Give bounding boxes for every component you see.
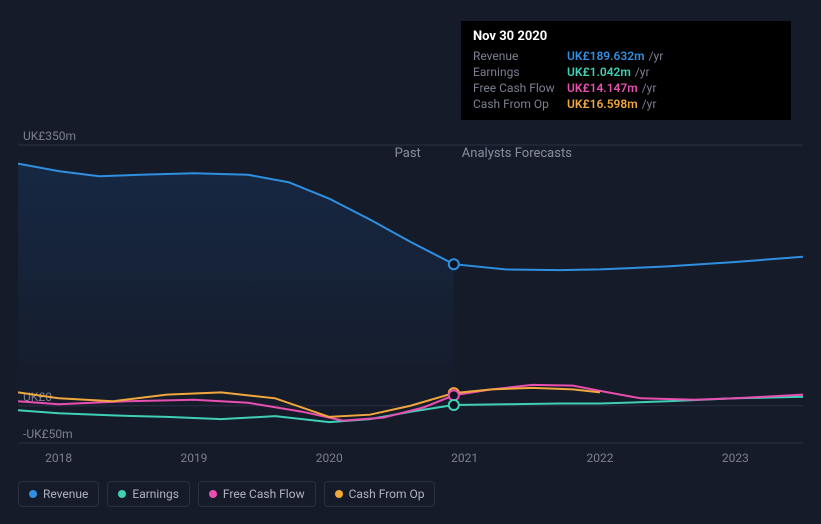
tooltip-row: Free Cash FlowUK£14.147m/yr [473, 80, 779, 96]
legend-dot-icon [29, 490, 37, 498]
tooltip-metric-label: Revenue [473, 49, 567, 63]
tooltip-row: EarningsUK£1.042m/yr [473, 64, 779, 80]
legend-dot-icon [335, 490, 343, 498]
chart-tooltip: Nov 30 2020 RevenueUK£189.632m/yrEarning… [461, 21, 791, 120]
financials-chart: UK£350mUK£0-UK£50mPastAnalysts Forecasts… [18, 18, 803, 508]
legend-dot-icon [118, 490, 126, 498]
x-axis-label: 2023 [722, 451, 749, 465]
tooltip-metric-value: UK£14.147m [567, 81, 638, 95]
section-label-forecast: Analysts Forecasts [462, 146, 572, 161]
x-axis-label: 2018 [45, 451, 72, 465]
x-axis-label: 2022 [586, 451, 613, 465]
tooltip-metric-suffix: /yr [635, 65, 650, 79]
tooltip-row: Cash From OpUK£16.598m/yr [473, 96, 779, 112]
tooltip-row: RevenueUK£189.632m/yr [473, 48, 779, 64]
tooltip-metric-label: Earnings [473, 65, 567, 79]
legend-item[interactable]: Revenue [18, 481, 99, 507]
section-label-past: Past [395, 146, 421, 161]
tooltip-date: Nov 30 2020 [473, 29, 779, 44]
tooltip-metric-label: Cash From Op [473, 97, 567, 111]
y-axis-label: UK£350m [23, 129, 76, 143]
legend-item[interactable]: Cash From Op [324, 481, 436, 507]
chart-legend: Revenue Earnings Free Cash Flow Cash From O… [18, 481, 435, 507]
legend-label: Revenue [43, 487, 88, 501]
legend-label: Free Cash Flow [223, 487, 305, 501]
legend-item[interactable]: Free Cash Flow [198, 481, 316, 507]
tooltip-metric-suffix: /yr [642, 97, 657, 111]
x-axis-label: 2019 [180, 451, 207, 465]
highlight-dot-earnings [449, 400, 459, 410]
legend-label: Earnings [132, 487, 179, 501]
legend-label: Cash From Op [349, 487, 425, 501]
tooltip-metric-label: Free Cash Flow [473, 81, 567, 95]
highlight-dot-revenue [449, 259, 459, 269]
x-axis-label: 2021 [451, 451, 478, 465]
tooltip-metric-value: UK£16.598m [567, 97, 638, 111]
highlight-dot-fcf [449, 390, 459, 400]
tooltip-metric-value: UK£189.632m [567, 49, 645, 63]
legend-item[interactable]: Earnings [107, 481, 190, 507]
legend-dot-icon [209, 490, 217, 498]
tooltip-metric-suffix: /yr [642, 81, 657, 95]
y-axis-label: -UK£50m [23, 427, 73, 441]
tooltip-metric-value: UK£1.042m [567, 65, 631, 79]
tooltip-metric-suffix: /yr [649, 49, 664, 63]
x-axis-label: 2020 [316, 451, 343, 465]
